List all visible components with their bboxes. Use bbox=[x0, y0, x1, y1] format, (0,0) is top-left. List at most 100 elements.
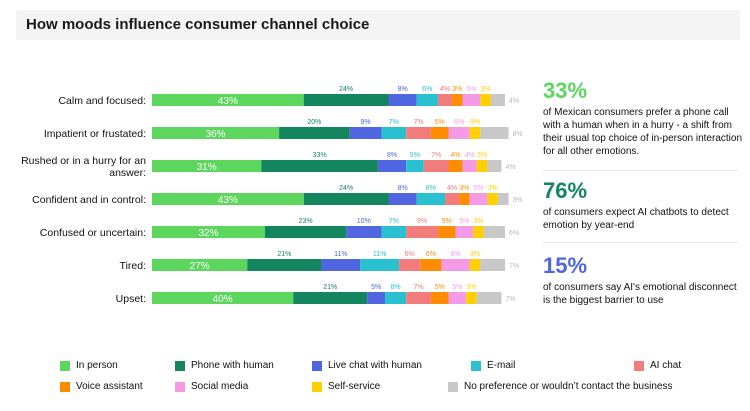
bar-segment bbox=[466, 292, 477, 304]
stat-block-ai-emotion: 76% of consumers expect AI chatbots to d… bbox=[543, 178, 743, 232]
legend-label: Phone with human bbox=[191, 360, 274, 371]
bar-segment bbox=[476, 160, 488, 172]
bar-segment bbox=[384, 292, 407, 304]
data-label: 3% bbox=[452, 86, 462, 93]
data-label: 8% bbox=[398, 86, 408, 93]
bar-segment bbox=[444, 193, 460, 205]
bar-segment bbox=[406, 127, 431, 139]
legend-swatch bbox=[312, 360, 322, 371]
data-label: 3% bbox=[488, 185, 498, 192]
stat-text: of consumers expect AI chatbots to detec… bbox=[543, 207, 729, 231]
legend-item-ai-chat: AI chat bbox=[634, 360, 681, 371]
data-label: 4% bbox=[447, 185, 457, 192]
legend-item-voice-assistant: Voice assistant bbox=[60, 381, 143, 392]
bar-segment bbox=[152, 160, 262, 172]
bar-segment bbox=[437, 226, 456, 238]
stat-text: of consumers say AI's emotional disconne… bbox=[543, 282, 737, 306]
data-label: 9% bbox=[361, 119, 371, 126]
bar-segment bbox=[381, 127, 407, 139]
stat-value: 15% bbox=[543, 253, 588, 278]
data-label: 27% bbox=[190, 261, 210, 272]
data-label: 3% bbox=[481, 86, 491, 93]
data-label: 4% bbox=[509, 98, 519, 105]
bar-segment bbox=[455, 226, 474, 238]
data-label: 4% bbox=[505, 164, 515, 171]
bar-segment bbox=[360, 259, 400, 271]
bar-segment bbox=[264, 226, 347, 238]
bar-segment bbox=[487, 193, 498, 205]
legend-label: Live chat with human bbox=[328, 360, 422, 371]
data-label: 24% bbox=[339, 185, 353, 192]
legend-item-in-person: In person bbox=[60, 360, 118, 371]
data-label: 4% bbox=[465, 152, 475, 159]
bar-segment bbox=[349, 127, 382, 139]
data-label: 8% bbox=[426, 185, 436, 192]
bar-segment bbox=[448, 160, 463, 172]
bar-segment bbox=[406, 292, 431, 304]
data-label: 23% bbox=[299, 218, 313, 225]
data-label: 3% bbox=[513, 197, 523, 204]
bar-segment bbox=[437, 94, 453, 106]
data-label: 8% bbox=[513, 131, 523, 138]
data-label: 5% bbox=[466, 86, 476, 93]
legend-label: Voice assistant bbox=[76, 381, 143, 392]
stacked-bar-chart: Calm and focused: 43%24% 8% 6% 4% 3% 5% 3%4%Imp… bbox=[21, 86, 523, 305]
data-label: 43% bbox=[218, 195, 238, 206]
category-label: Rushed or in a hurry for an answer: bbox=[21, 155, 146, 179]
data-label: 5% bbox=[452, 284, 462, 291]
bar-segment bbox=[469, 127, 481, 139]
data-label: 3% bbox=[473, 218, 483, 225]
bar-segment bbox=[487, 160, 502, 172]
data-label: 40% bbox=[213, 294, 233, 305]
legend-label: Self-service bbox=[328, 381, 381, 392]
data-label: 32% bbox=[198, 228, 218, 239]
stat-text: of Mexican consumers prefer a phone call… bbox=[543, 107, 743, 157]
data-label: 6% bbox=[405, 251, 415, 258]
data-label: 31% bbox=[197, 162, 217, 173]
legend-item-phone-with-human: Phone with human bbox=[175, 360, 274, 371]
data-label: 3% bbox=[477, 152, 487, 159]
stat-block-phone-hurry: 33% of Mexican consumers prefer a phone … bbox=[543, 78, 743, 158]
data-label: 5% bbox=[435, 119, 445, 126]
chart-legend: In person Phone with human Live chat wit… bbox=[40, 355, 740, 400]
data-label: 8% bbox=[451, 251, 461, 258]
data-label: 5% bbox=[473, 185, 483, 192]
data-label: 3% bbox=[459, 185, 469, 192]
stat-value: 33% bbox=[543, 78, 588, 103]
bar-segment bbox=[388, 94, 417, 106]
bar-segment bbox=[480, 94, 491, 106]
data-label: 5% bbox=[459, 218, 469, 225]
bar-segment bbox=[303, 193, 389, 205]
data-label: 10% bbox=[357, 218, 371, 225]
bar-segment bbox=[469, 259, 481, 271]
bar-segment bbox=[152, 94, 304, 106]
data-label: 7% bbox=[389, 218, 399, 225]
legend-swatch bbox=[471, 360, 481, 371]
bar-segment bbox=[321, 259, 361, 271]
data-label: 21% bbox=[277, 251, 291, 258]
bar-segment bbox=[152, 259, 248, 271]
legend-item-no-preference: No preference or wouldn’t contact the bu… bbox=[448, 381, 672, 392]
legend-label: AI chat bbox=[650, 360, 682, 371]
data-label: 3% bbox=[470, 251, 480, 258]
bar-segment bbox=[152, 292, 294, 304]
legend-label: In person bbox=[76, 360, 118, 371]
data-label: 43% bbox=[218, 96, 238, 107]
data-label: 6% bbox=[422, 86, 432, 93]
data-label: 20% bbox=[307, 119, 321, 126]
bar-segment bbox=[247, 259, 322, 271]
legend-label: No preference or wouldn’t contact the bu… bbox=[464, 381, 673, 392]
legend-swatch bbox=[175, 360, 185, 371]
bar-segment bbox=[476, 292, 502, 304]
bar-segment bbox=[303, 94, 389, 106]
data-label: 5% bbox=[410, 152, 420, 159]
bar-segment bbox=[441, 259, 470, 271]
data-label: 7% bbox=[431, 152, 441, 159]
bar-segment bbox=[448, 127, 470, 139]
data-label: 11% bbox=[373, 251, 387, 258]
chart-title: How moods influence consumer channel cho… bbox=[26, 16, 370, 33]
category-label: Calm and focused: bbox=[58, 95, 146, 107]
bar-segment bbox=[152, 127, 280, 139]
bar-segment bbox=[469, 193, 488, 205]
legend-label: E-mail bbox=[487, 360, 516, 371]
